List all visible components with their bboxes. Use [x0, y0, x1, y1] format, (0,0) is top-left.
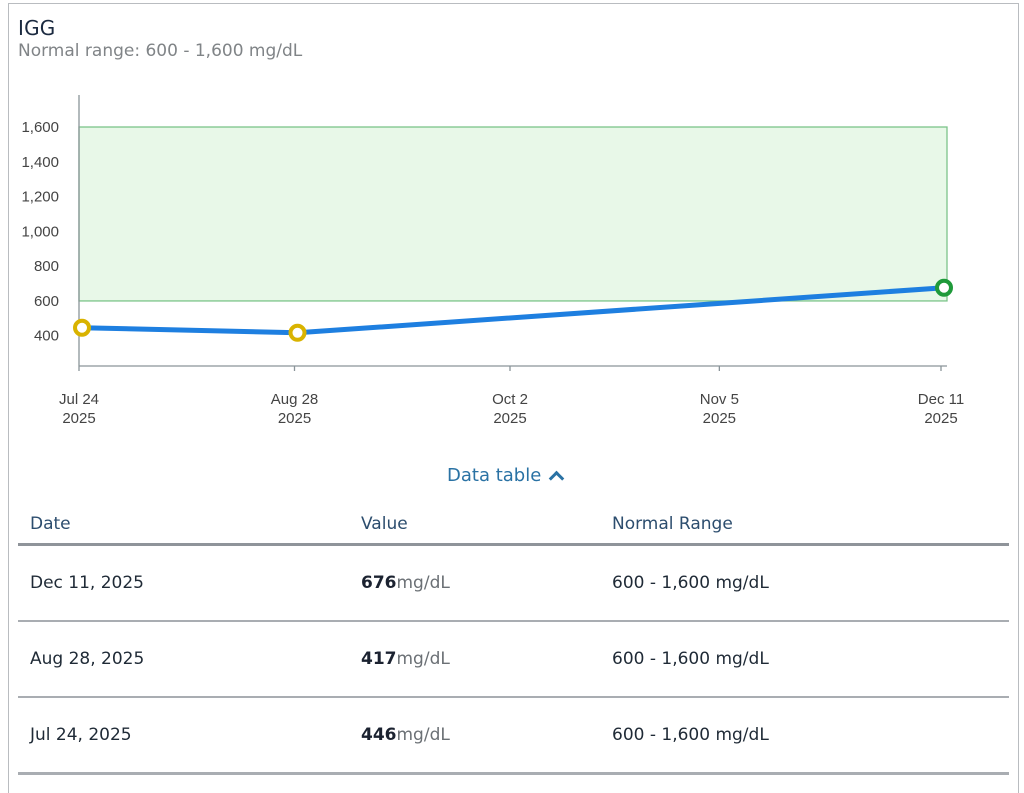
data-point-low	[288, 323, 307, 342]
table-row: Dec 11, 2025 676mg/dL 600 - 1,600 mg/dL	[18, 546, 1009, 622]
value-number: 446	[361, 725, 397, 745]
data-table-toggle[interactable]: Data table	[447, 465, 565, 487]
value-number: 676	[361, 573, 397, 593]
row-normal-range: 600 - 1,600 mg/dL	[612, 649, 769, 669]
value-unit: mg/dL	[396, 725, 450, 745]
x-tick-label: Aug 28	[271, 391, 319, 408]
x-tick-year-label: 2025	[703, 410, 736, 427]
value-unit: mg/dL	[396, 573, 450, 593]
data-point-low	[73, 318, 91, 337]
value-unit: mg/dL	[396, 649, 450, 669]
column-header-normal-range: Normal Range	[612, 514, 733, 534]
row-value: 446mg/dL	[349, 725, 600, 745]
normal-range-band	[78, 126, 948, 302]
row-normal-range: 600 - 1,600 mg/dL	[612, 573, 769, 593]
table-row: Aug 28, 2025 417mg/dL 600 - 1,600 mg/dL	[18, 622, 1009, 698]
row-date: Aug 28, 2025	[30, 649, 145, 669]
y-tick-label: 1,200	[21, 189, 59, 206]
row-date: Jul 24, 2025	[30, 725, 132, 745]
x-tick-year-label: 2025	[493, 410, 526, 427]
y-tick-label: 1,600	[21, 119, 59, 136]
data-point-normal	[935, 278, 953, 297]
x-tick-label: Jul 24	[59, 391, 99, 408]
x-tick-year-label: 2025	[278, 410, 311, 427]
x-tick-year-label: 2025	[62, 410, 95, 427]
table-row: Jul 24, 2025 446mg/dL 600 - 1,600 mg/dL	[18, 698, 1009, 775]
chevron-up-icon	[549, 470, 565, 487]
value-number: 417	[361, 649, 397, 669]
x-tick-label: Dec 11	[918, 391, 964, 408]
row-date: Dec 11, 2025	[30, 573, 145, 593]
y-tick-label: 400	[34, 328, 59, 345]
y-tick-label: 600	[34, 293, 59, 310]
y-tick-label: 1,000	[21, 223, 59, 240]
column-header-date: Date	[30, 514, 71, 534]
data-table: Date Value Normal Range Dec 11, 2025 676…	[18, 505, 1009, 775]
row-value: 676mg/dL	[349, 573, 600, 593]
data-table-toggle-label: Data table	[447, 465, 542, 486]
y-tick-label: 1,400	[21, 154, 59, 171]
igg-line-chart: 400 600 800 1,000 1,200 1,400 1,600 Jul 24 2025…	[21, 95, 964, 427]
table-header: Date Value Normal Range	[18, 505, 1009, 546]
row-value: 417mg/dL	[349, 649, 600, 669]
y-tick-label: 800	[34, 258, 59, 275]
normal-range-subtitle: Normal range: 600 - 1,600 mg/dL	[18, 41, 303, 61]
row-normal-range: 600 - 1,600 mg/dL	[612, 725, 769, 745]
x-tick-label: Oct 2	[492, 391, 528, 408]
x-tick-label: Nov 5	[700, 391, 739, 408]
x-tick-year-label: 2025	[924, 410, 957, 427]
column-header-value: Value	[361, 514, 408, 534]
test-title: IGG	[18, 16, 56, 40]
